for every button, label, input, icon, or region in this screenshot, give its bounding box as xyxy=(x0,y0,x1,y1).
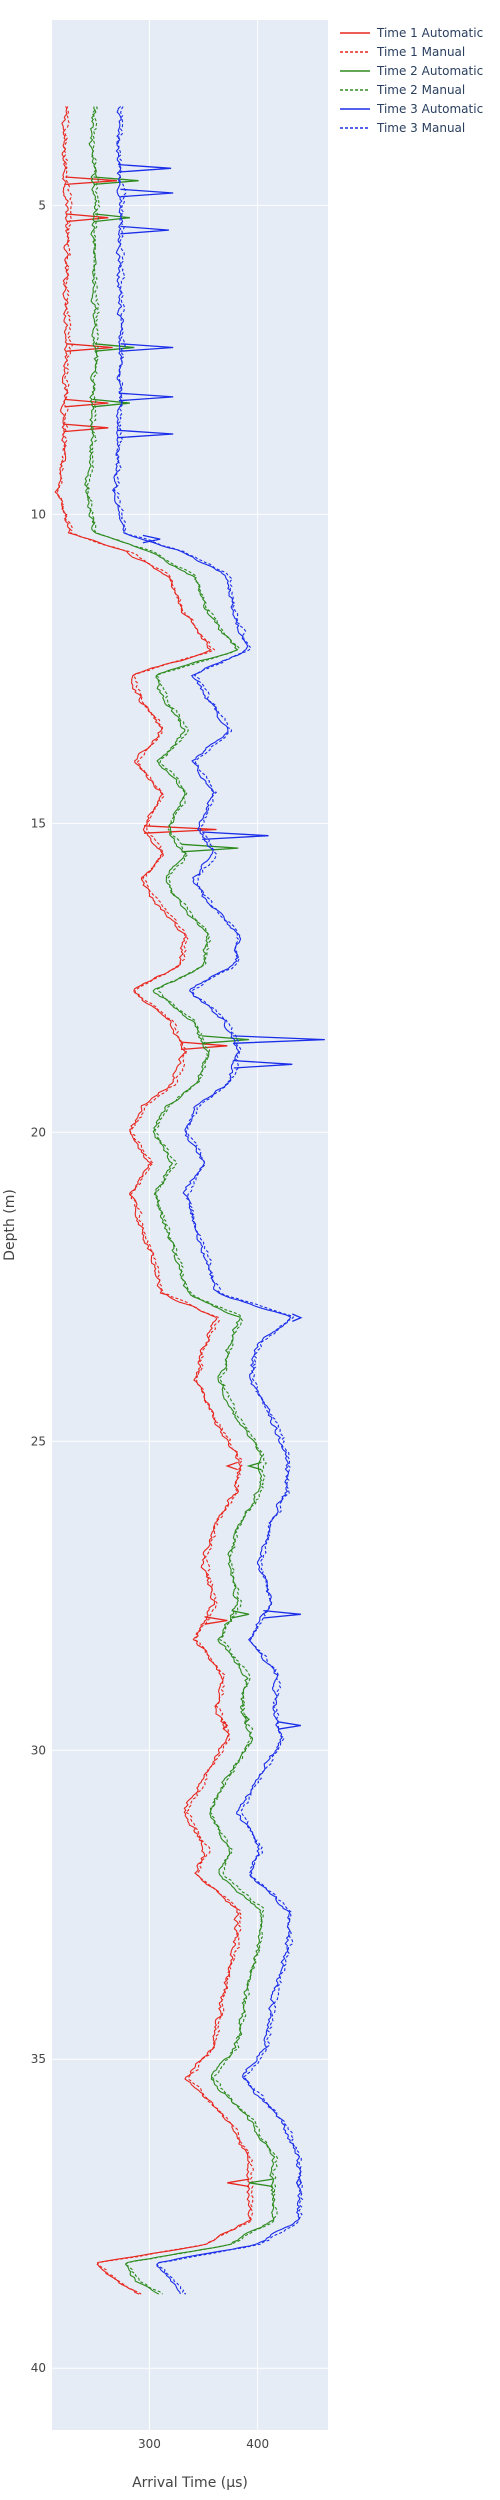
series-spike-time-3-automatic xyxy=(202,831,269,841)
legend-label: Time 1 Automatic xyxy=(376,26,483,40)
x-tick-labels: 300 400 xyxy=(138,2437,269,2451)
series-spike-time-2-automatic xyxy=(231,1609,250,1619)
y-axis-title: Depth (m) xyxy=(2,1189,18,1261)
y-tick-label: 10 xyxy=(31,507,46,521)
series-spike-time-2-automatic xyxy=(94,343,135,352)
series-spike-time-3-automatic xyxy=(295,2178,300,2187)
y-tick-labels: 5 10 15 20 25 30 35 40 xyxy=(31,198,46,2375)
series-spike-time-3-automatic xyxy=(118,392,174,402)
legend-label: Time 3 Manual xyxy=(376,121,465,135)
series-spike-time-3-automatic xyxy=(117,429,174,439)
series-line-time-2-manual xyxy=(86,106,279,2295)
x-tick-label: 300 xyxy=(138,2437,161,2451)
grid-lines xyxy=(52,20,328,2430)
legend-label: Time 1 Manual xyxy=(376,45,465,59)
legend-label: Time 2 Manual xyxy=(376,83,465,97)
series-spike-time-1-automatic xyxy=(64,398,109,408)
series-spike-time-2-automatic xyxy=(248,2178,273,2188)
series-layer xyxy=(54,106,325,2295)
y-tick-label: 5 xyxy=(38,198,46,212)
y-tick-label: 25 xyxy=(31,1434,46,1448)
series-spike-time-1-automatic xyxy=(63,423,109,433)
series-line-time-3-manual xyxy=(113,106,304,2295)
series-spike-time-3-automatic xyxy=(233,1059,293,1069)
series-spike-time-2-automatic xyxy=(94,213,130,223)
series-spike-time-1-automatic xyxy=(225,1461,238,1471)
series-spike-time-2-automatic xyxy=(92,398,130,408)
legend-label: Time 3 Automatic xyxy=(376,102,483,116)
series-spike-time-1-automatic xyxy=(227,2178,250,2188)
y-tick-label: 30 xyxy=(31,1743,46,1757)
series-spike-time-1-automatic xyxy=(66,213,109,223)
y-tick-label: 40 xyxy=(31,2361,46,2375)
legend: Time 1 Automatic Time 1 Manual Time 2 Auto… xyxy=(340,26,483,135)
series-spike-time-3-automatic xyxy=(120,188,174,198)
series-spike-time-3-automatic xyxy=(118,163,172,173)
x-tick-label: 400 xyxy=(246,2437,269,2451)
series-spike-time-2-automatic xyxy=(246,1461,262,1471)
series-spike-time-3-automatic xyxy=(120,343,174,352)
series-spike-time-1-automatic xyxy=(65,176,117,186)
series-spike-time-1-automatic xyxy=(204,1616,228,1625)
series-spike-time-1-automatic xyxy=(66,343,113,352)
series-spike-time-1-automatic xyxy=(143,825,217,834)
y-tick-label: 35 xyxy=(31,2052,46,2066)
plot-background xyxy=(52,20,328,2430)
series-spike-time-2-automatic xyxy=(181,843,239,853)
series-spike-time-3-automatic xyxy=(232,1035,325,1044)
series-spike-time-2-automatic xyxy=(93,176,139,186)
series-spike-time-1-automatic xyxy=(180,1041,228,1051)
series-spike-time-3-automatic xyxy=(292,1313,303,1322)
series-line-time-1-automatic xyxy=(54,106,252,2295)
series-spike-time-3-automatic xyxy=(120,225,169,235)
series-spike-time-1-automatic xyxy=(222,1721,229,1730)
series-spike-time-3-automatic xyxy=(263,1609,301,1619)
series-spike-time-2-automatic xyxy=(201,1035,250,1044)
legend-label: Time 2 Automatic xyxy=(376,64,483,78)
y-tick-label: 15 xyxy=(31,816,46,830)
series-spike-time-3-automatic xyxy=(142,534,161,544)
y-tick-label: 20 xyxy=(31,1125,46,1139)
x-axis-title: Arrival Time (μs) xyxy=(132,2475,248,2491)
series-spike-time-3-automatic xyxy=(277,1721,302,1730)
series-line-time-1-manual xyxy=(56,106,254,2295)
